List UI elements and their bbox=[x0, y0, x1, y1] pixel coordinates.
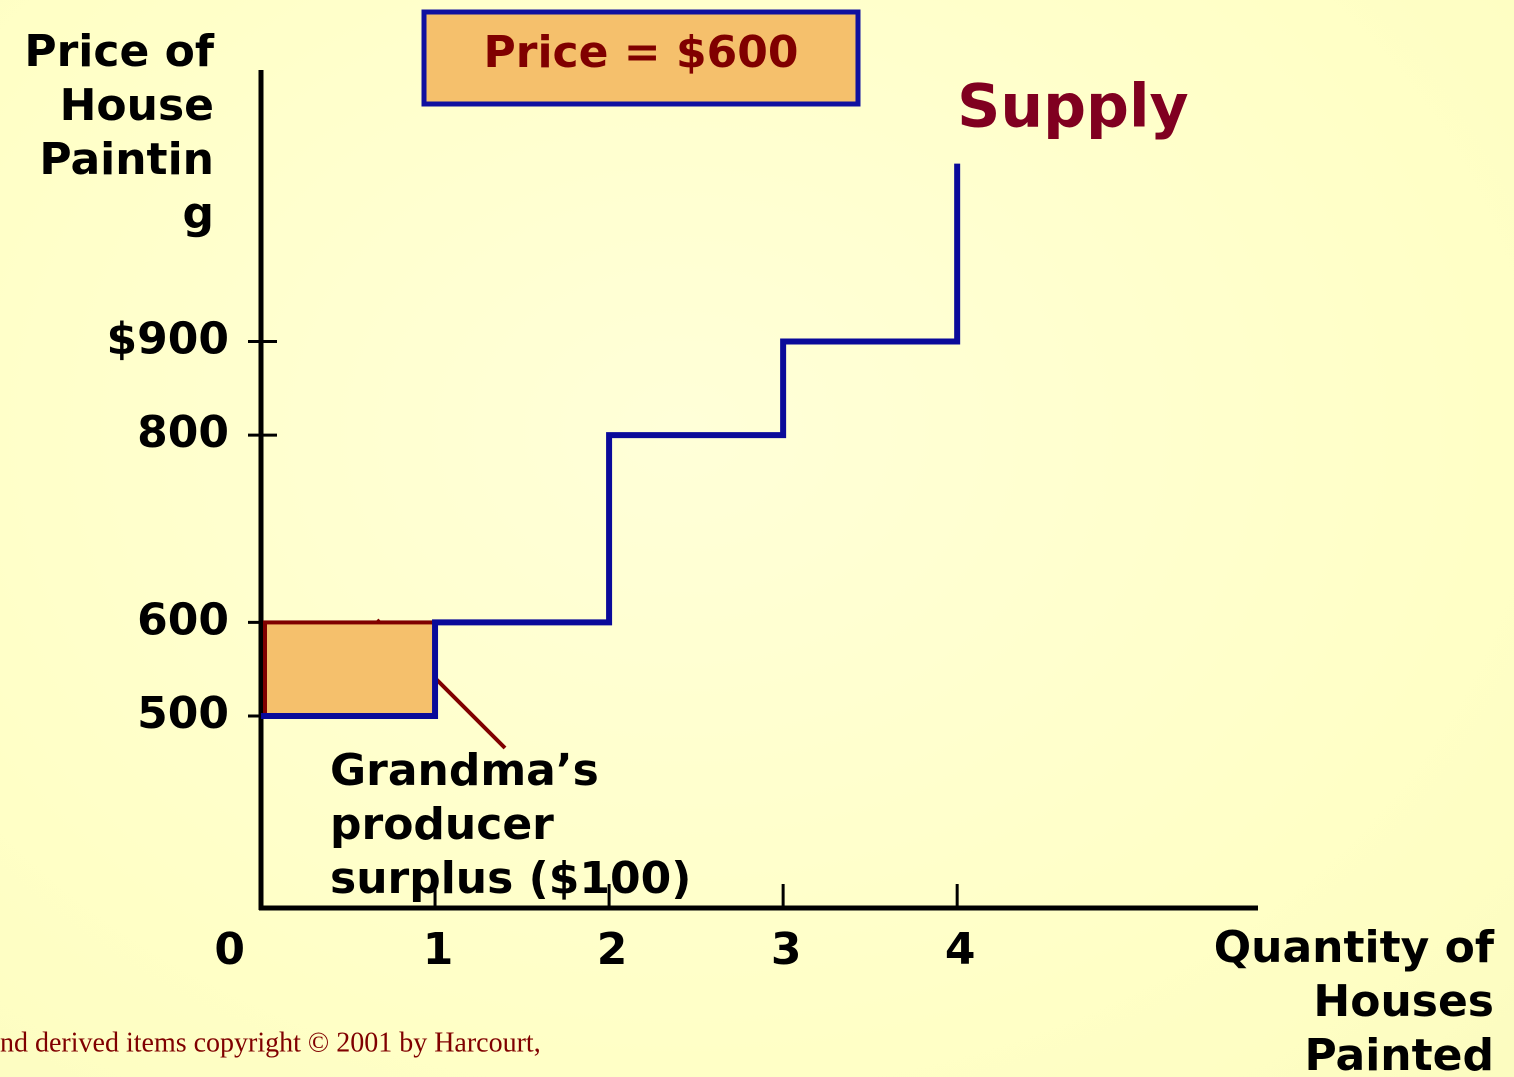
y-tick-label: 600 bbox=[137, 594, 229, 645]
y-axis-label: g bbox=[183, 188, 215, 239]
x-axis-label: Houses bbox=[1313, 976, 1494, 1027]
x-tick-label: 3 bbox=[771, 924, 802, 975]
annotation: surplus ($100) bbox=[330, 853, 691, 904]
x-axis-label: Painted bbox=[1304, 1030, 1494, 1077]
y-tick-label: 800 bbox=[137, 407, 229, 458]
price-box bbox=[421, 9, 861, 107]
x-tick-label: 4 bbox=[945, 924, 976, 975]
x-axis-label: Quantity of bbox=[1214, 922, 1495, 973]
x-tick-label: 1 bbox=[423, 924, 454, 975]
y-tick-label: $900 bbox=[107, 314, 229, 365]
surplus-area bbox=[263, 620, 438, 719]
series-label: Supply bbox=[957, 72, 1189, 142]
y-axis-label: Paintin bbox=[39, 134, 214, 185]
annotation: producer bbox=[330, 799, 554, 850]
y-tick-label: 500 bbox=[137, 688, 229, 739]
x-tick-label: 2 bbox=[597, 924, 628, 975]
supply-line bbox=[261, 163, 961, 720]
y-axis-label: House bbox=[60, 80, 214, 131]
footer: nd derived items copyright © 2001 by Har… bbox=[0, 1027, 541, 1058]
y-axis-label: Price of bbox=[24, 26, 215, 77]
x-tick-label: 0 bbox=[214, 924, 245, 975]
annotation: Grandma’s bbox=[330, 745, 599, 796]
price-label: Price = $600 bbox=[484, 27, 799, 78]
